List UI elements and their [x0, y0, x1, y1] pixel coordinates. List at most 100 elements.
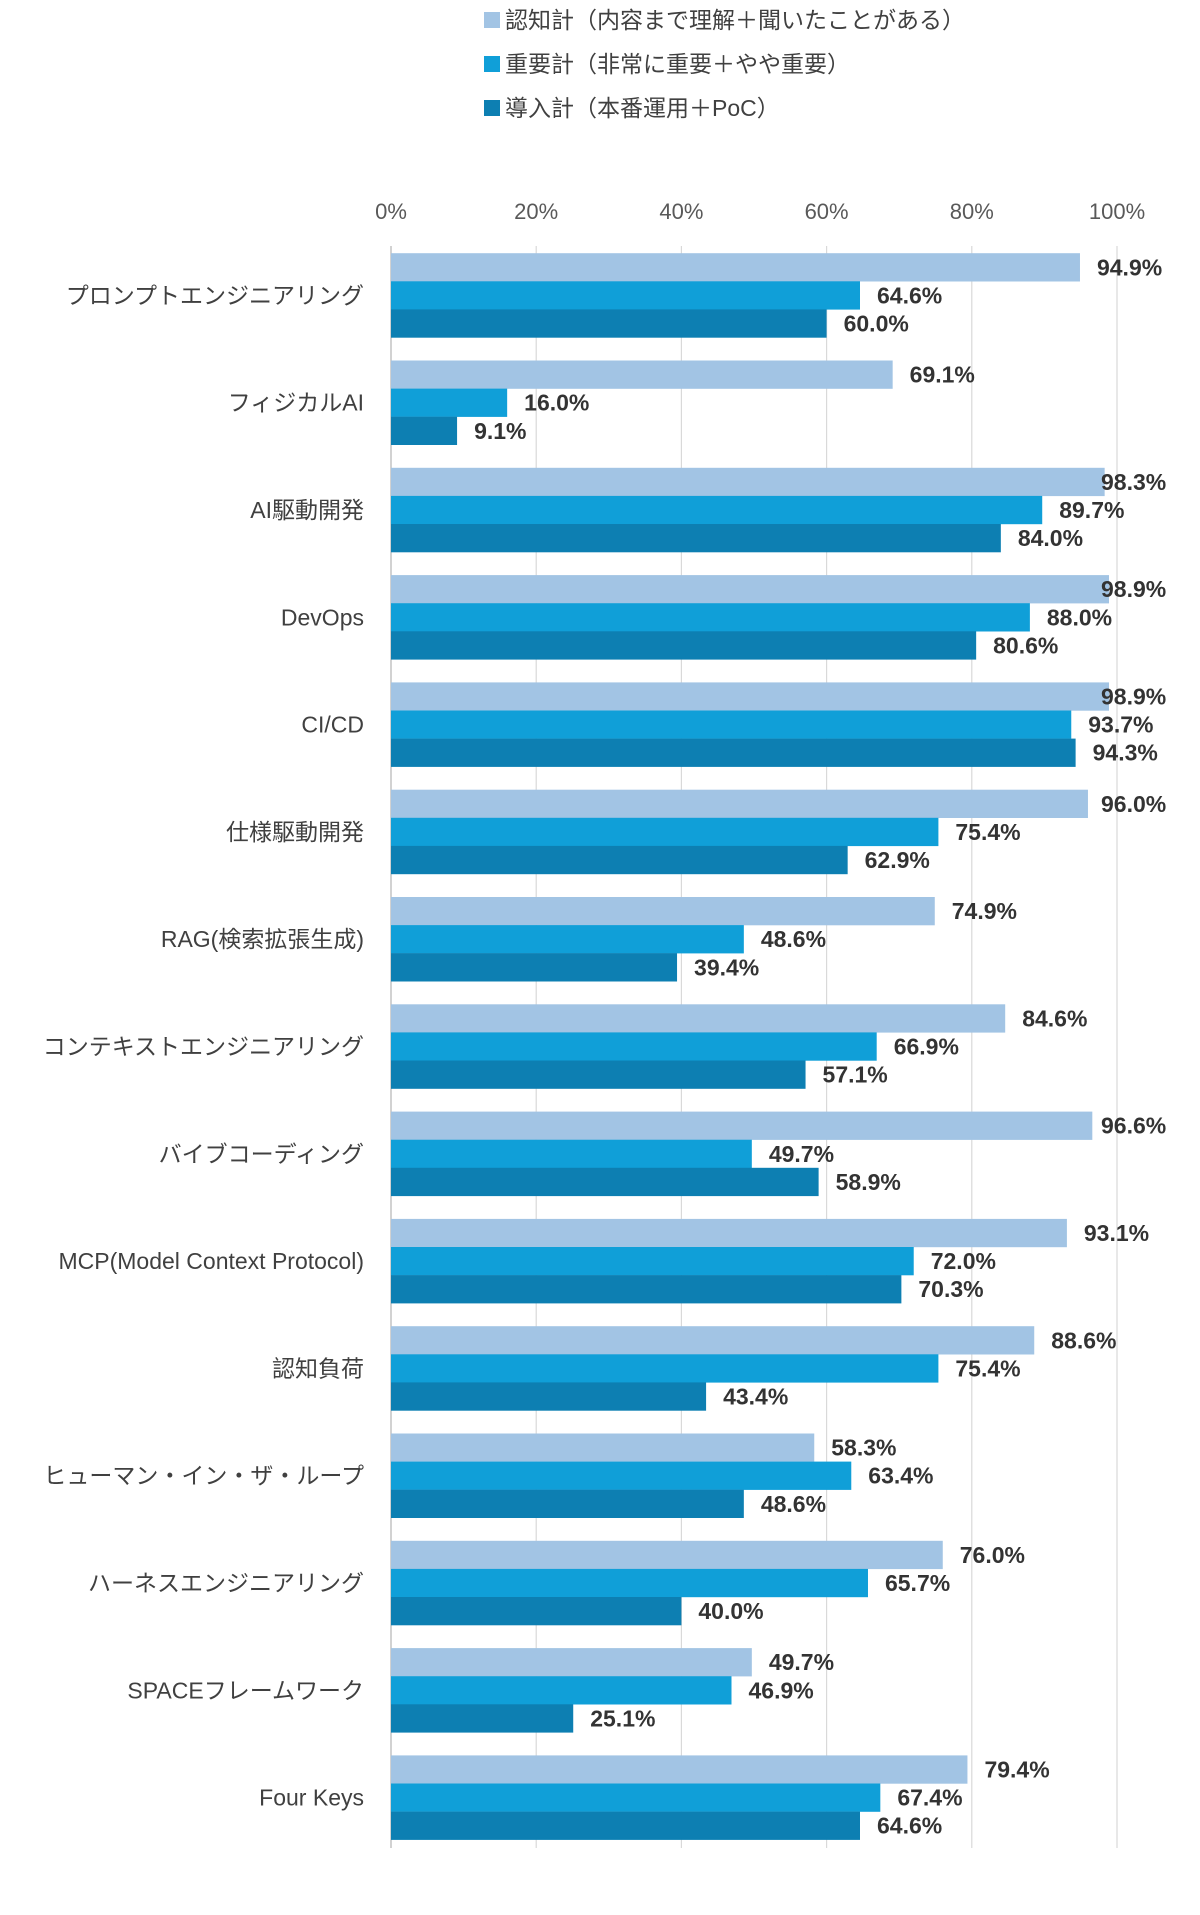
importance-bar-12: [391, 1461, 852, 1490]
awareness-bar-13: [391, 1540, 943, 1570]
adoption-value-label-5: 94.3%: [1093, 740, 1158, 766]
awareness-value-label-1: 94.9%: [1097, 254, 1162, 280]
awareness-bar-11: [391, 1326, 1035, 1355]
adoption-value-label-11: 43.4%: [723, 1383, 788, 1409]
category-label: AI駆動開発: [250, 497, 364, 523]
adoption-bar-11: [391, 1382, 707, 1411]
category-label: ハーネスエンジニアリング: [88, 1570, 364, 1596]
x-tick-label: 100%: [1089, 199, 1145, 224]
adoption-value-label-7: 39.4%: [694, 954, 759, 980]
category-label: RAG(検索拡張生成): [161, 926, 364, 952]
legend-swatch: [484, 100, 500, 116]
adoption-bar-4: [391, 631, 977, 660]
awareness-value-label-4: 98.9%: [1101, 576, 1166, 602]
legend-swatch: [484, 12, 500, 28]
awareness-bar-8: [391, 1004, 1006, 1033]
adoption-bar-7: [391, 953, 678, 982]
x-tick-label: 40%: [659, 199, 703, 224]
legend: 認知計（内容まで理解＋聞いたことがある） 重要計（非常に重要＋やや重要） 導入計（本…: [484, 7, 965, 121]
awareness-bar-4: [391, 575, 1110, 604]
legend-item: 重要計（非常に重要＋やや重要）: [484, 51, 850, 77]
awareness-bar-5: [391, 682, 1110, 711]
importance-value-label-6: 75.4%: [955, 819, 1020, 845]
awareness-bar-2: [391, 360, 893, 389]
awareness-value-label-14: 49.7%: [769, 1649, 834, 1675]
importance-bar-13: [391, 1568, 868, 1598]
category-label: バイブコーディング: [159, 1141, 364, 1167]
importance-bar-1: [391, 281, 860, 310]
x-tick-label: 0%: [375, 199, 407, 224]
adoption-value-label-13: 40.0%: [698, 1598, 763, 1624]
importance-value-label-14: 46.9%: [748, 1677, 813, 1703]
adoption-value-label-1: 60.0%: [844, 310, 909, 336]
importance-value-label-12: 63.4%: [868, 1463, 933, 1489]
importance-bar-15: [391, 1783, 881, 1812]
legend-label: 認知計（内容まで理解＋聞いたことがある）: [505, 7, 965, 33]
awareness-bar-10: [391, 1218, 1067, 1248]
category-label: コンテキストエンジニアリング: [43, 1033, 364, 1059]
adoption-bar-14: [391, 1704, 574, 1733]
importance-value-label-13: 65.7%: [885, 1570, 950, 1596]
adoption-bar-5: [391, 738, 1076, 767]
adoption-value-label-3: 84.0%: [1018, 525, 1083, 551]
category-label: フィジカルAI: [228, 390, 364, 416]
importance-bar-10: [391, 1247, 914, 1276]
importance-bar-6: [391, 817, 939, 847]
awareness-value-label-2: 69.1%: [910, 362, 975, 388]
category-label: ヒューマン・イン・ザ・ループ: [43, 1463, 364, 1489]
category-label: MCP(Model Context Protocol): [59, 1248, 365, 1274]
adoption-value-label-4: 80.6%: [993, 632, 1058, 658]
awareness-value-label-7: 74.9%: [952, 898, 1017, 924]
awareness-bar-9: [391, 1111, 1093, 1140]
x-axis-tick-labels: 0% 20% 40% 60% 80% 100%: [375, 199, 1145, 224]
adoption-bar-10: [391, 1275, 902, 1304]
awareness-value-label-6: 96.0%: [1101, 791, 1166, 817]
importance-bar-2: [391, 388, 508, 417]
plot-area: [391, 253, 1110, 1840]
awareness-value-label-8: 84.6%: [1022, 1005, 1087, 1031]
importance-value-label-5: 93.7%: [1088, 712, 1153, 738]
importance-value-label-1: 64.6%: [877, 282, 942, 308]
adoption-value-label-12: 48.6%: [761, 1491, 826, 1517]
legend-swatch: [484, 56, 500, 72]
category-label: 仕様駆動開発: [226, 819, 364, 845]
category-label: プロンプトエンジニアリング: [66, 282, 364, 308]
awareness-bar-1: [391, 253, 1080, 282]
legend-label: 重要計（非常に重要＋やや重要）: [505, 51, 850, 77]
awareness-bar-15: [391, 1755, 968, 1784]
awareness-value-label-15: 79.4%: [984, 1756, 1049, 1782]
awareness-value-label-5: 98.9%: [1101, 683, 1166, 709]
awareness-bar-6: [391, 789, 1088, 818]
awareness-bar-14: [391, 1648, 752, 1677]
importance-bar-5: [391, 710, 1072, 739]
importance-value-label-3: 89.7%: [1059, 497, 1124, 523]
category-label: 認知負荷: [272, 1355, 364, 1381]
importance-bar-11: [391, 1354, 939, 1383]
legend-item: 導入計（本番運用＋PoC）: [484, 95, 780, 121]
adoption-value-label-15: 64.6%: [877, 1813, 942, 1839]
adoption-value-label-8: 57.1%: [823, 1062, 888, 1088]
adoption-value-label-2: 9.1%: [474, 418, 526, 444]
adoption-bar-12: [391, 1489, 744, 1518]
awareness-bar-3: [391, 467, 1105, 497]
importance-bar-3: [391, 495, 1043, 525]
importance-bar-8: [391, 1032, 877, 1061]
x-tick-label: 20%: [514, 199, 558, 224]
adoption-bar-6: [391, 845, 848, 875]
awareness-value-label-12: 58.3%: [831, 1435, 896, 1461]
adoption-value-label-10: 70.3%: [918, 1276, 983, 1302]
x-tick-label: 60%: [805, 199, 849, 224]
adoption-bar-13: [391, 1597, 682, 1626]
importance-bar-4: [391, 603, 1030, 632]
adoption-bar-9: [391, 1167, 819, 1197]
legend-label: 導入計（本番運用＋PoC）: [505, 95, 780, 121]
x-tick-label: 80%: [950, 199, 994, 224]
adoption-bar-3: [391, 524, 1001, 553]
category-label: Four Keys: [259, 1785, 364, 1811]
category-label: DevOps: [281, 604, 364, 630]
importance-bar-14: [391, 1676, 732, 1705]
importance-value-label-8: 66.9%: [894, 1033, 959, 1059]
importance-value-label-15: 67.4%: [897, 1785, 962, 1811]
importance-value-label-10: 72.0%: [931, 1248, 996, 1274]
